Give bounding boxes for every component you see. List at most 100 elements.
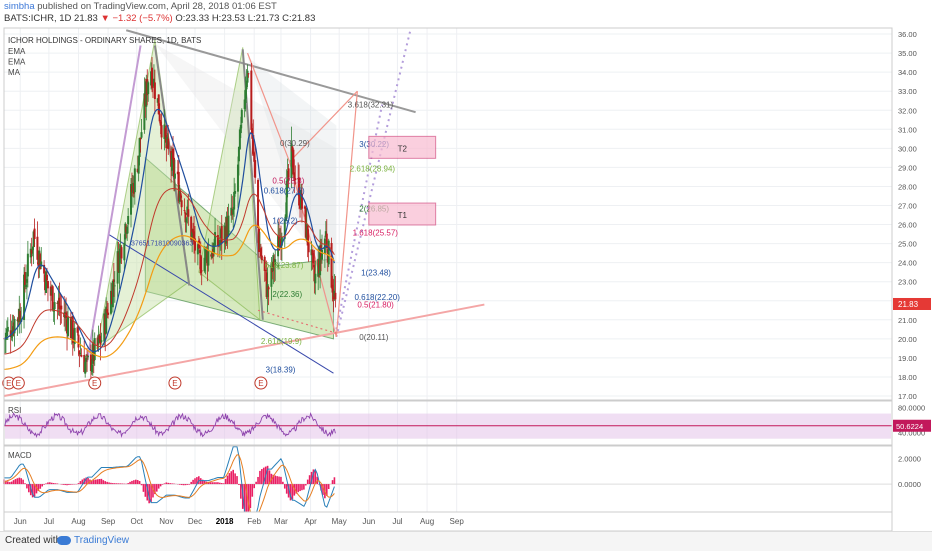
- author-link[interactable]: simbha: [4, 1, 35, 12]
- macd-histogram-bar: [156, 484, 158, 492]
- candle: [167, 139, 169, 149]
- macd-histogram-bar: [131, 481, 133, 484]
- candle: [250, 71, 252, 130]
- candle: [47, 281, 49, 288]
- candle: [94, 338, 96, 360]
- close: C:21.83: [282, 13, 315, 24]
- created-with: Created with: [5, 535, 61, 546]
- cloud-icon: [57, 536, 71, 545]
- macd-histogram-bar: [221, 483, 223, 484]
- macd-histogram-bar: [145, 484, 147, 497]
- macd-histogram-bar: [22, 480, 24, 484]
- macd-histogram-bar: [173, 484, 175, 485]
- macd-histogram-bar: [332, 480, 334, 484]
- macd-histogram-bar: [104, 481, 106, 484]
- macd-histogram-bar: [217, 482, 219, 484]
- macd-histogram-bar: [305, 484, 307, 485]
- macd-histogram-bar: [252, 484, 254, 497]
- chart-title: ICHOR HOLDINGS - ORDINARY SHARES, 1D, BA…: [8, 36, 201, 45]
- candle: [40, 262, 42, 267]
- y-tick-label: 18.00: [898, 373, 917, 382]
- x-tick-label: Aug: [71, 517, 85, 526]
- earnings-label: E: [258, 379, 263, 388]
- candle: [214, 232, 216, 246]
- macd-histogram-bar: [250, 484, 252, 508]
- macd-histogram-bar: [183, 484, 185, 485]
- macd-histogram-bar: [55, 483, 57, 484]
- macd-histogram-bar: [284, 484, 286, 489]
- tradingview-logo[interactable]: TradingView: [57, 535, 129, 546]
- candle: [207, 251, 209, 265]
- macd-histogram-bar: [13, 480, 15, 484]
- macd-histogram-bar: [171, 483, 173, 484]
- macd-histogram-bar: [328, 484, 330, 489]
- x-tick-label: Dec: [188, 517, 202, 526]
- candle: [187, 209, 189, 216]
- fib-level-label: 0(20.11): [359, 333, 389, 342]
- macd-histogram-bar: [9, 482, 11, 484]
- x-tick-label: Jun: [14, 517, 27, 526]
- macd-histogram-bar: [181, 484, 183, 485]
- y-tick-label: 26.00: [898, 221, 917, 230]
- candle: [328, 241, 330, 265]
- change-down-icon: ▼: [100, 13, 109, 24]
- candle: [183, 210, 185, 211]
- target-label: T1: [398, 211, 408, 220]
- macd-histogram-bar: [236, 476, 238, 484]
- macd-histogram-bar: [45, 483, 47, 484]
- candle: [257, 180, 259, 228]
- candle: [87, 356, 89, 357]
- fib-level-label: 0.5(21.80): [357, 301, 394, 310]
- projection-dotted: [336, 28, 410, 337]
- macd-histogram-bar: [11, 482, 13, 484]
- y-tick-label: 27.00: [898, 202, 917, 211]
- y-tick-label: 21.00: [898, 316, 917, 325]
- macd-histogram-bar: [43, 484, 45, 485]
- macd-histogram-bar: [49, 482, 51, 484]
- macd-tick-label: 2.0000: [898, 455, 921, 464]
- candle: [134, 168, 136, 192]
- macd-histogram-bar: [334, 477, 336, 484]
- candle: [114, 285, 116, 286]
- macd-histogram-bar: [103, 480, 105, 484]
- earnings-label: E: [172, 379, 177, 388]
- macd-histogram-bar: [57, 484, 59, 485]
- indicator-label: EMA: [8, 47, 26, 56]
- publish-info: published on TradingView.com, April 28, …: [37, 1, 277, 12]
- macd-histogram-bar: [307, 480, 309, 484]
- drawing-annotation: 3765171810090363: [131, 241, 193, 248]
- macd-histogram-bar: [274, 476, 276, 485]
- earnings-label: E: [6, 379, 11, 388]
- candle: [154, 82, 156, 99]
- macd-histogram-bar: [70, 484, 72, 485]
- candle: [34, 229, 36, 239]
- x-tick-label: Sep: [101, 517, 116, 526]
- macd-histogram-bar: [51, 483, 53, 484]
- candle: [141, 132, 143, 138]
- macd-histogram-bar: [232, 470, 234, 484]
- candle: [52, 286, 54, 310]
- y-tick-label: 28.00: [898, 182, 917, 191]
- candle: [107, 313, 109, 315]
- macd-histogram-bar: [192, 480, 194, 484]
- macd-histogram-bar: [164, 483, 166, 484]
- macd-histogram-bar: [230, 471, 232, 484]
- fib-level-label: 1(26.2): [272, 217, 298, 226]
- macd-histogram-bar: [190, 482, 192, 484]
- fib-level-label: 3.618(32.31): [348, 100, 394, 109]
- macd-histogram-bar: [280, 477, 282, 484]
- symbol: BATS:ICHR, 1D: [4, 13, 71, 24]
- x-tick-label: 2018: [216, 517, 234, 526]
- macd-histogram-bar: [219, 483, 221, 484]
- x-tick-label: Jul: [44, 517, 54, 526]
- macd-histogram-bar: [286, 484, 288, 494]
- y-tick-label: 29.00: [898, 163, 917, 172]
- chart-canvas: 3.618(32.31)3(30.22)0(30.29)2.618(28.94)…: [0, 0, 932, 531]
- macd-histogram-bar: [53, 483, 55, 484]
- macd-histogram-bar: [80, 481, 82, 484]
- publish-header: simbha published on TradingView.com, Apr…: [4, 1, 277, 12]
- brand: TradingView: [74, 535, 129, 546]
- macd-histogram-bar: [112, 483, 114, 484]
- candle: [261, 256, 263, 261]
- macd-histogram-bar: [99, 479, 101, 484]
